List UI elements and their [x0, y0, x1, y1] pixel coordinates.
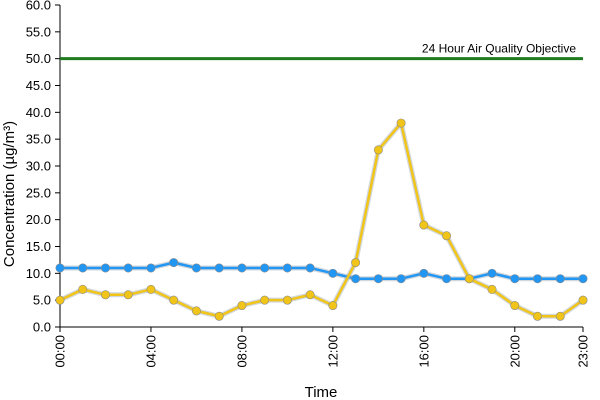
data-point: [123, 263, 133, 273]
y-tick-label: 35.0: [26, 132, 51, 147]
y-tick-label: 50.0: [26, 51, 51, 66]
data-point: [214, 263, 224, 273]
data-point: [328, 301, 338, 311]
data-point: [191, 306, 201, 316]
data-point: [260, 295, 270, 305]
data-point: [146, 284, 156, 294]
data-point: [305, 290, 315, 300]
x-tick-label: 00:00: [53, 335, 68, 368]
reference-line-group: 24 Hour Air Quality Objective: [60, 42, 583, 61]
x-tick-label: 08:00: [234, 335, 249, 368]
y-tick-label: 30.0: [26, 159, 51, 174]
data-point: [214, 311, 224, 321]
y-tick-label: 15.0: [26, 239, 51, 254]
y-tick-label: 0.0: [33, 320, 51, 335]
data-point: [442, 274, 452, 284]
data-point: [237, 263, 247, 273]
data-point: [237, 301, 247, 311]
data-point: [464, 274, 474, 284]
series-line: [60, 261, 583, 280]
data-point: [78, 284, 88, 294]
y-axis-title: Concentration (µg/m³): [1, 121, 18, 267]
x-tick-label: 20:00: [507, 335, 522, 368]
y-tick-label: 45.0: [26, 78, 51, 93]
y-tick-label: 20.0: [26, 212, 51, 227]
data-point: [169, 295, 179, 305]
data-point: [305, 263, 315, 273]
y-tick-label: 55.0: [26, 24, 51, 39]
data-point: [100, 263, 110, 273]
y-axis-ticks: 0.0 5.0 10.0 15.0 20.0 25.0 30.0 35.0 40.0 45.0 50…: [26, 0, 60, 335]
data-point: [555, 311, 565, 321]
data-point: [555, 274, 565, 284]
data-point: [260, 263, 270, 273]
data-point: [373, 145, 383, 155]
series-1: [55, 258, 588, 284]
data-point: [487, 268, 497, 278]
x-axis-title: Time: [305, 384, 338, 400]
data-point: [169, 258, 179, 268]
x-tick-label: 23:00: [576, 335, 591, 368]
data-point: [282, 295, 292, 305]
data-point: [146, 263, 156, 273]
data-point: [328, 268, 338, 278]
y-tick-label: 40.0: [26, 105, 51, 120]
data-point: [487, 284, 497, 294]
x-axis-ticks: 00:00 04:00 08:00 12:00 16:00 20:00 23:00: [53, 327, 591, 368]
y-tick-label: 60.0: [26, 0, 51, 13]
series-2: [55, 118, 588, 321]
series-group: [55, 118, 588, 321]
x-tick-label: 04:00: [143, 335, 158, 368]
data-point: [191, 263, 201, 273]
x-tick-label: 16:00: [416, 335, 431, 368]
y-tick-label: 5.0: [33, 293, 51, 308]
data-point: [533, 311, 543, 321]
data-point: [100, 290, 110, 300]
data-point: [510, 301, 520, 311]
series-line: [59, 121, 584, 318]
data-point: [373, 274, 383, 284]
data-point: [78, 263, 88, 273]
data-point: [533, 274, 543, 284]
data-point: [578, 274, 588, 284]
data-point: [396, 118, 406, 128]
y-tick-label: 10.0: [26, 266, 51, 281]
data-point: [442, 231, 452, 241]
data-point: [419, 220, 429, 230]
data-point: [419, 268, 429, 278]
data-point: [282, 263, 292, 273]
reference-line-label: 24 Hour Air Quality Objective: [422, 42, 576, 56]
series-line-shadow: [58, 120, 585, 319]
data-point: [510, 274, 520, 284]
x-tick-label: 12:00: [325, 335, 340, 368]
data-point: [123, 290, 133, 300]
data-point: [351, 274, 361, 284]
y-tick-label: 25.0: [26, 185, 51, 200]
data-point: [351, 258, 361, 268]
data-point: [396, 274, 406, 284]
data-point: [55, 295, 65, 305]
data-point: [578, 295, 588, 305]
data-point: [55, 263, 65, 273]
